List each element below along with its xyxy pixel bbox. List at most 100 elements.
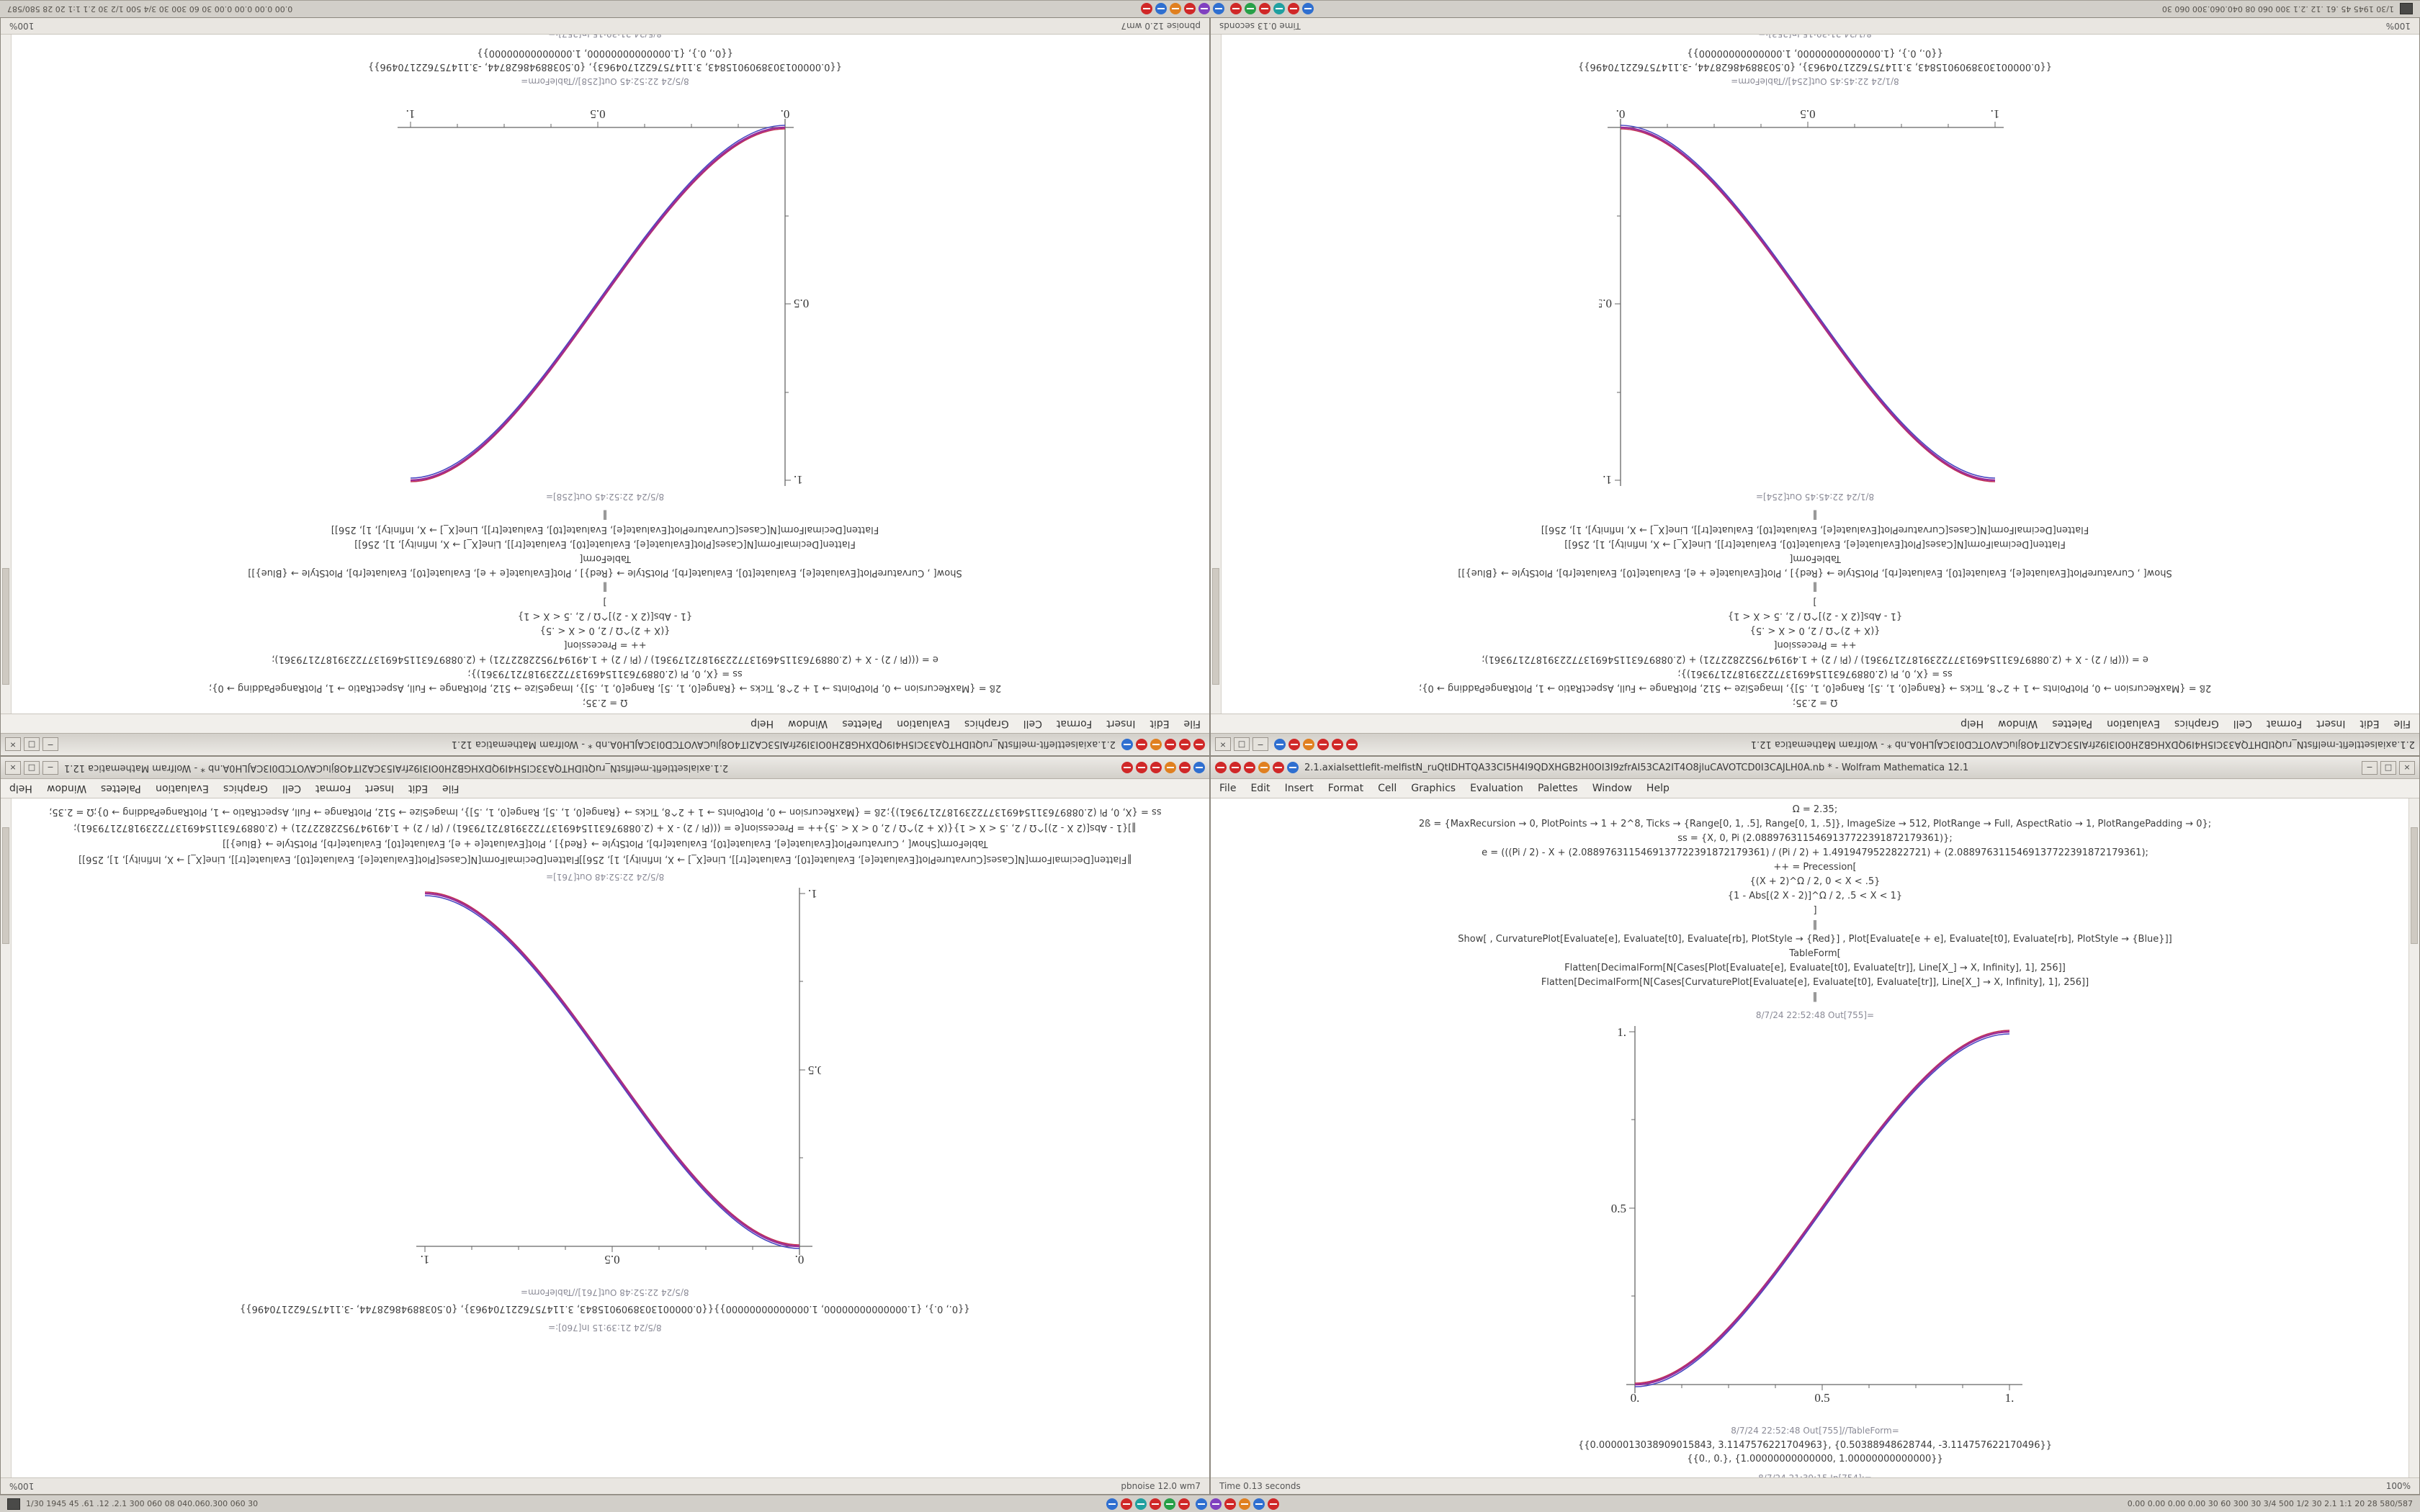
notebook-content[interactable]: Ω = 2.35;2ß = {MaxRecursion → 0, PlotPoi… bbox=[1211, 798, 2419, 1477]
menu-item[interactable]: Evaluation bbox=[897, 718, 950, 729]
menu-item[interactable]: Graphics bbox=[223, 783, 268, 794]
menu-item[interactable]: Help bbox=[1960, 718, 1984, 729]
scrollbar[interactable] bbox=[1211, 35, 1222, 714]
menu-item[interactable]: Edit bbox=[408, 783, 429, 794]
tray-icon[interactable] bbox=[1120, 1498, 1132, 1510]
minimize-button[interactable]: − bbox=[1252, 737, 1268, 752]
minimize-button[interactable]: − bbox=[42, 737, 58, 752]
menu-item[interactable]: Graphics bbox=[1411, 783, 1456, 794]
panel-app-icon[interactable] bbox=[2400, 3, 2413, 15]
tray-icon[interactable] bbox=[1178, 1498, 1190, 1510]
menu-item[interactable]: Insert bbox=[1284, 783, 1314, 794]
menu-item[interactable]: File bbox=[442, 783, 460, 794]
tray-icon[interactable] bbox=[1302, 3, 1314, 15]
menu-item[interactable]: Format bbox=[2266, 718, 2303, 729]
scrollbar[interactable] bbox=[1, 798, 12, 1477]
tray-icon[interactable] bbox=[1215, 762, 1227, 773]
tray-icon[interactable] bbox=[1273, 3, 1286, 15]
tray-icon[interactable] bbox=[1121, 739, 1133, 750]
menu-item[interactable]: Palettes bbox=[842, 718, 883, 729]
tray-icon[interactable] bbox=[1179, 739, 1191, 750]
tray-icon[interactable] bbox=[1273, 762, 1284, 773]
tray-icon[interactable] bbox=[1238, 1498, 1250, 1510]
tray-icon[interactable] bbox=[1317, 739, 1329, 750]
scrollbar-thumb[interactable] bbox=[2, 827, 9, 944]
tray-icon[interactable] bbox=[1106, 1498, 1118, 1510]
tray-icon[interactable] bbox=[1229, 762, 1241, 773]
scrollbar-thumb[interactable] bbox=[1212, 568, 1219, 685]
tray-icon[interactable] bbox=[1193, 762, 1205, 773]
notebook-content[interactable]: Ω = 2.35;2ß = {MaxRecursion → 0, PlotPoi… bbox=[1211, 35, 2419, 714]
menu-item[interactable]: Format bbox=[1327, 783, 1364, 794]
maximize-button[interactable]: □ bbox=[2380, 760, 2396, 775]
status-right[interactable]: 100% bbox=[9, 21, 35, 31]
tray-icon[interactable] bbox=[1163, 1498, 1175, 1510]
close-button[interactable]: × bbox=[5, 760, 21, 775]
tray-icon[interactable] bbox=[1267, 1498, 1279, 1510]
tray-icon[interactable] bbox=[1288, 3, 1300, 15]
tray-icon[interactable] bbox=[1121, 762, 1133, 773]
tray-icon[interactable] bbox=[1136, 762, 1147, 773]
tray-icon[interactable] bbox=[1258, 762, 1270, 773]
tray-icon[interactable] bbox=[1155, 3, 1168, 15]
menu-item[interactable]: Graphics bbox=[2174, 718, 2219, 729]
tray-icon[interactable] bbox=[1134, 1498, 1147, 1510]
tray-icon[interactable] bbox=[1303, 739, 1314, 750]
close-button[interactable]: × bbox=[1215, 737, 1231, 752]
menu-item[interactable]: Format bbox=[1056, 718, 1093, 729]
tray-icon[interactable] bbox=[1287, 762, 1299, 773]
tray-icon[interactable] bbox=[1224, 1498, 1236, 1510]
menu-item[interactable]: Palettes bbox=[1537, 783, 1578, 794]
tray-icon[interactable] bbox=[1150, 762, 1162, 773]
tray-icon[interactable] bbox=[1332, 739, 1343, 750]
menu-item[interactable]: Window bbox=[1592, 783, 1632, 794]
tray-icon[interactable] bbox=[1149, 1498, 1161, 1510]
menu-item[interactable]: Palettes bbox=[2052, 718, 2093, 729]
menu-item[interactable]: Cell bbox=[1378, 783, 1397, 794]
tray-icon[interactable] bbox=[1195, 1498, 1207, 1510]
notebook-content[interactable]: Ω = 2.35;2ß = {MaxRecursion → 0, PlotPoi… bbox=[1, 35, 1209, 714]
tray-icon[interactable] bbox=[1289, 739, 1300, 750]
tray-icon[interactable] bbox=[1252, 1498, 1265, 1510]
tray-icon[interactable] bbox=[1213, 3, 1225, 15]
menu-item[interactable]: Edit bbox=[1150, 718, 1170, 729]
titlebar[interactable]: × □ − 2.1.axialsettlefit-melfistN_ruQtID… bbox=[1, 757, 1209, 779]
titlebar[interactable]: 2.1.axialsettlefit-melfistN_ruQtIDHTQA33… bbox=[1211, 733, 2419, 755]
minimize-button[interactable]: − bbox=[42, 760, 58, 775]
notebook-content[interactable]: Ω = 2.35;2ß = {MaxRecursion → 0, PlotPoi… bbox=[1, 798, 1209, 1477]
maximize-button[interactable]: □ bbox=[1234, 737, 1250, 752]
tray-icon[interactable] bbox=[1193, 739, 1205, 750]
menu-item[interactable]: Insert bbox=[365, 783, 395, 794]
tray-icon[interactable] bbox=[1209, 1498, 1222, 1510]
tray-icon[interactable] bbox=[1274, 739, 1286, 750]
menu-item[interactable]: Window bbox=[1998, 718, 2038, 729]
tray-icon[interactable] bbox=[1245, 3, 1257, 15]
menu-item[interactable]: Window bbox=[788, 718, 828, 729]
tray-icon[interactable] bbox=[1184, 3, 1196, 15]
tray-icon[interactable] bbox=[1136, 739, 1147, 750]
tray-icon[interactable] bbox=[1259, 3, 1271, 15]
menu-item[interactable]: Help bbox=[750, 718, 774, 729]
menu-item[interactable]: Evaluation bbox=[2107, 718, 2160, 729]
menu-item[interactable]: Cell bbox=[1023, 718, 1042, 729]
menu-item[interactable]: Format bbox=[315, 783, 351, 794]
menu-item[interactable]: Evaluation bbox=[155, 783, 209, 794]
tray-icon[interactable] bbox=[1141, 3, 1153, 15]
menu-item[interactable]: Evaluation bbox=[1470, 783, 1523, 794]
titlebar[interactable]: 2.1.axialsettlefit-melfistN_ruQtIDHTQA33… bbox=[1, 733, 1209, 755]
close-button[interactable]: × bbox=[5, 737, 21, 752]
menu-item[interactable]: Graphics bbox=[964, 718, 1009, 729]
tray-icon[interactable] bbox=[1165, 762, 1176, 773]
menu-item[interactable]: Edit bbox=[1250, 783, 1270, 794]
menu-item[interactable]: File bbox=[2393, 718, 2411, 729]
tray-icon[interactable] bbox=[1179, 762, 1191, 773]
scrollbar[interactable] bbox=[1, 35, 12, 714]
scrollbar-thumb[interactable] bbox=[2411, 827, 2418, 944]
menu-item[interactable]: Cell bbox=[2233, 718, 2252, 729]
status-left[interactable]: 100% bbox=[9, 1481, 35, 1491]
menu-item[interactable]: Edit bbox=[2360, 718, 2380, 729]
scrollbar[interactable] bbox=[2408, 798, 2419, 1477]
status-right[interactable]: 100% bbox=[2385, 1481, 2411, 1491]
menu-item[interactable]: Palettes bbox=[101, 783, 141, 794]
minimize-button[interactable]: − bbox=[2362, 760, 2378, 775]
